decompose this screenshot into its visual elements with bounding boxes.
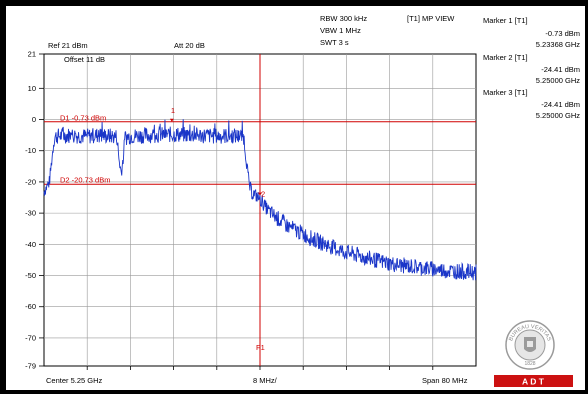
marker-1-symbol — [169, 118, 174, 122]
adt-banner-text: A D T — [522, 377, 545, 387]
bureau-veritas-logo: BUREAU VERITAS 1828 — [505, 320, 555, 370]
per-division-label: 8 MHz/ — [253, 376, 278, 385]
marker2-title: Marker 2 [T1] — [483, 53, 528, 62]
marker2-freq: 5.25000 GHz — [536, 76, 580, 85]
attenuation-label: Att 20 dB — [174, 41, 205, 50]
swt-label: SWT 3 s — [320, 38, 349, 47]
bottom-bar — [0, 390, 588, 394]
marker1-title: Marker 1 [T1] — [483, 16, 528, 25]
marker2-level: -24.41 dBm — [541, 65, 580, 74]
y-tick-label: -79 — [25, 362, 36, 371]
marker3-title: Marker 3 [T1] — [483, 88, 528, 97]
left-bar — [0, 0, 6, 394]
marker-1-label: 1 — [171, 106, 175, 115]
offset-label: Offset 11 dB — [64, 55, 105, 64]
ref-level-label: Ref 21 dBm — [48, 41, 88, 50]
y-tick-label: -40 — [25, 240, 36, 249]
y-tick-label: -50 — [25, 271, 36, 280]
y-tick-label: 10 — [28, 84, 36, 93]
marker1-freq: 5.23368 GHz — [536, 40, 580, 49]
span-label: Span 80 MHz — [422, 376, 468, 385]
y-tick-label: -70 — [25, 333, 36, 342]
y-tick-label: -30 — [25, 209, 36, 218]
x-axis-ticks — [86, 366, 434, 370]
marker-panel: Marker 1 [T1] -0.73 dBm 5.23368 GHz Mark… — [483, 16, 580, 120]
y-tick-label: -20 — [25, 177, 36, 186]
vbw-label: VBW 1 MHz — [320, 26, 361, 35]
y-axis-ticks: 21 10 0 -10 -20 -30 -40 -50 -60 -70 -79 — [25, 50, 44, 371]
y-tick-label: -10 — [25, 146, 36, 155]
adt-banner — [494, 375, 573, 387]
marker3-freq: 5.25000 GHz — [536, 111, 580, 120]
frequency-line: F1 — [256, 54, 265, 366]
trace-mode-label: [T1] MP VIEW — [407, 14, 455, 23]
right-bar — [585, 0, 588, 394]
display-line-label-1: D1 -0.73 dBm — [60, 113, 106, 122]
display-line-label-2: D2 -20.73 dBm — [60, 176, 110, 185]
marker-points: 12 — [169, 106, 265, 199]
y-tick-label: 21 — [28, 50, 36, 59]
logo-year: 1828 — [524, 361, 535, 367]
rbw-label: RBW 300 kHz — [320, 14, 367, 23]
y-tick-label: 0 — [32, 115, 36, 124]
center-frequency-label: Center 5.25 GHz — [46, 376, 103, 385]
top-bar — [0, 0, 588, 6]
f1-label: F1 — [256, 343, 265, 352]
y-tick-label: -60 — [25, 302, 36, 311]
marker-2-symbol — [258, 192, 262, 196]
marker-2-label: 2 — [261, 190, 265, 199]
marker1-level: -0.73 dBm — [545, 29, 580, 38]
marker3-level: -24.41 dBm — [541, 100, 580, 109]
